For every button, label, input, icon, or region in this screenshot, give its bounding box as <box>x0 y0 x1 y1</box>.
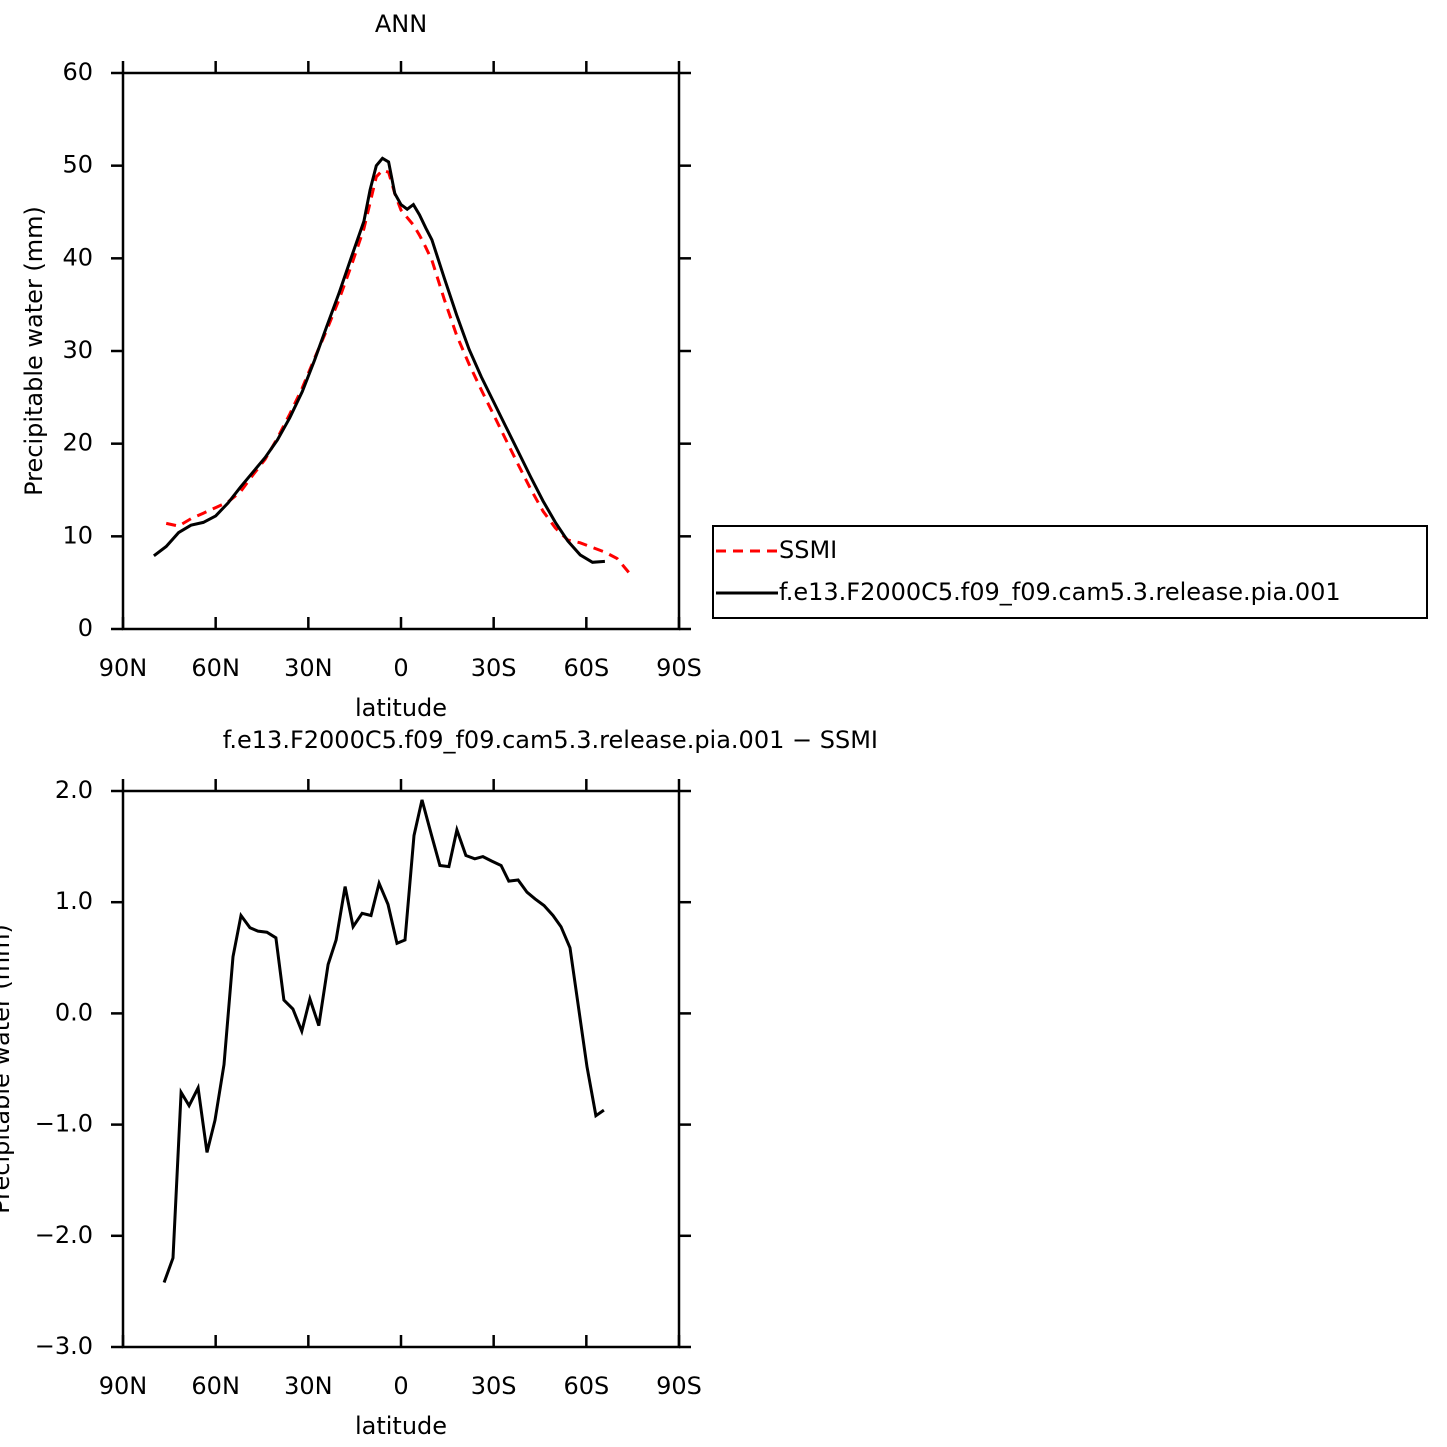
plot-frame <box>121 789 681 1349</box>
data-line <box>162 799 605 1284</box>
y-tick-label: −1.0 <box>35 1110 93 1138</box>
y-axis-label: Precipitable water (mm) <box>20 206 48 496</box>
x-tick-label: 30N <box>284 654 333 682</box>
plot-frame <box>121 71 681 631</box>
x-tick-label: 90N <box>99 1372 148 1400</box>
y-tick-label: −2.0 <box>35 1221 93 1249</box>
y-tick-label: 1.0 <box>55 887 93 915</box>
data-line <box>152 156 606 564</box>
chart-title: f.e13.F2000C5.f09_f09.cam5.3.release.pia… <box>223 726 878 754</box>
x-tick-label: 0 <box>393 1372 408 1400</box>
chart-title: ANN <box>375 10 427 38</box>
y-tick-label: 2.0 <box>55 776 93 804</box>
y-tick-label: 40 <box>62 243 93 271</box>
legend-box <box>712 525 1428 619</box>
y-tick-label: 0.0 <box>55 998 93 1026</box>
x-axis-label: latitude <box>355 694 447 722</box>
x-axis-label: latitude <box>355 1412 447 1440</box>
x-tick-label: 30S <box>471 654 517 682</box>
y-tick-label: −3.0 <box>35 1332 93 1360</box>
y-tick-label: 30 <box>62 336 93 364</box>
x-tick-label: 30N <box>284 1372 333 1400</box>
x-tick-label: 90S <box>656 1372 702 1400</box>
x-tick-label: 60N <box>191 1372 240 1400</box>
x-tick-label: 60N <box>191 654 240 682</box>
x-tick-label: 60S <box>563 654 609 682</box>
y-axis-label: Precipitable water (mm) <box>0 924 15 1214</box>
x-tick-label: 90N <box>99 654 148 682</box>
legend-label: SSMI <box>779 536 837 564</box>
data-line <box>165 168 631 575</box>
y-tick-label: 60 <box>62 58 93 86</box>
x-tick-label: 0 <box>393 654 408 682</box>
y-tick-label: 0 <box>78 614 93 642</box>
y-tick-label: 10 <box>62 521 93 549</box>
x-tick-label: 60S <box>563 1372 609 1400</box>
y-tick-label: 20 <box>62 429 93 457</box>
legend-label: f.e13.F2000C5.f09_f09.cam5.3.release.pia… <box>779 578 1341 606</box>
x-tick-label: 30S <box>471 1372 517 1400</box>
x-tick-label: 90S <box>656 654 702 682</box>
y-tick-label: 50 <box>62 151 93 179</box>
